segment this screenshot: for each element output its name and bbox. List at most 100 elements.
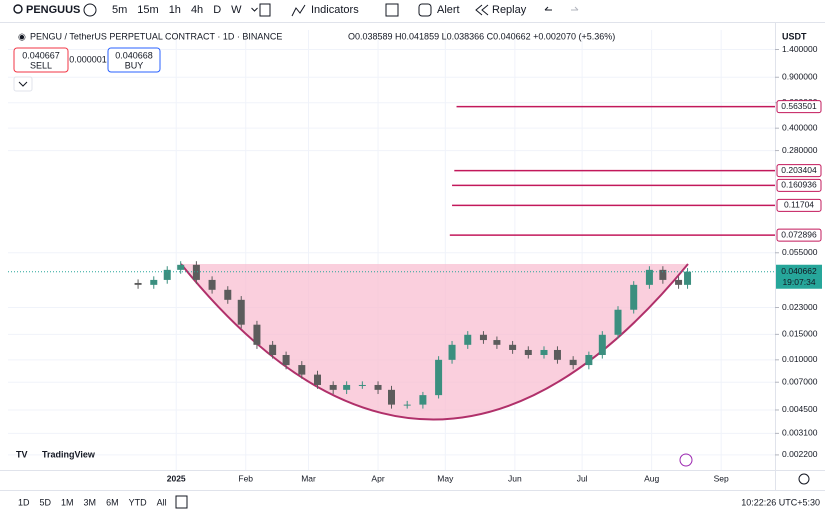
interval-button[interactable]: D: [213, 4, 221, 16]
y-tick-label: 0.002200: [782, 449, 818, 459]
legend-ohlc: O0.038589 H0.041859 L0.038366 C0.040662 …: [348, 31, 615, 41]
level-label: 0.11704: [784, 200, 814, 210]
interval-button[interactable]: W: [231, 4, 242, 16]
alert-button[interactable]: Alert: [437, 4, 460, 16]
buy-label: BUY: [125, 60, 144, 70]
x-tick-label: Apr: [371, 473, 384, 483]
sell-price: 0.040667: [22, 50, 60, 60]
interval-button[interactable]: 1h: [169, 4, 181, 16]
candle-body: [435, 359, 443, 396]
undo-icon[interactable]: [544, 6, 552, 11]
y-tick-label: 1.400000: [782, 44, 818, 54]
last-price-label: 0.040662: [781, 266, 817, 276]
candle-body: [329, 384, 337, 390]
layout-icon[interactable]: [385, 3, 399, 17]
replay-icon[interactable]: [475, 4, 489, 16]
candle-body: [313, 374, 321, 385]
range-button[interactable]: 3M: [84, 497, 97, 507]
top-toolbar: [0, 0, 825, 22]
interval-dropdown[interactable]: [251, 7, 258, 12]
candle-body: [464, 334, 472, 345]
candle-body: [163, 269, 171, 280]
candle-body: [524, 349, 532, 355]
level-tag: [776, 164, 822, 178]
range-button[interactable]: 1D: [18, 497, 30, 507]
candle-body: [540, 349, 548, 355]
alert-icon[interactable]: [418, 3, 432, 17]
candle-body: [659, 269, 667, 280]
candle-body: [598, 334, 606, 355]
candle-body: [479, 334, 487, 341]
candle-body: [269, 344, 277, 355]
y-tick-label: 0.015000: [782, 329, 818, 339]
buy-button[interactable]: [107, 47, 161, 73]
candle-body: [192, 264, 200, 280]
candle-body: [253, 324, 261, 345]
level-tag: [776, 178, 822, 192]
level-tag: [776, 198, 822, 212]
x-tick-label: Aug: [644, 473, 659, 483]
range-button[interactable]: YTD: [129, 497, 148, 507]
chart-type-icon[interactable]: [259, 3, 271, 17]
collapse-button[interactable]: [13, 76, 33, 92]
x-tick-label: May: [437, 473, 454, 483]
y-tick-label: 0.900000: [782, 72, 818, 82]
level-tag: [776, 228, 822, 242]
range-button[interactable]: 1M: [61, 497, 74, 507]
indicators-icon[interactable]: [291, 4, 306, 17]
sell-button[interactable]: [13, 47, 69, 73]
level-label: 0.563501: [781, 101, 817, 111]
y-tick-label: 0.400000: [782, 122, 818, 132]
x-tick-label: Mar: [301, 473, 316, 483]
symbol-logo: ◉: [18, 31, 26, 41]
candle-body: [403, 404, 411, 406]
candle-body: [237, 299, 245, 325]
candle-body: [208, 279, 216, 290]
y-tick-label: 0.010000: [782, 354, 818, 364]
candle-body: [614, 309, 622, 335]
candles: [134, 261, 692, 409]
search-icon[interactable]: [13, 4, 23, 14]
x-tick-label: 2025: [167, 473, 186, 483]
replay-button[interactable]: Replay: [492, 4, 527, 16]
x-tick-label: Jul: [577, 473, 588, 483]
range-button[interactable]: 6M: [106, 497, 119, 507]
y-tick-label: 0.280000: [782, 145, 818, 155]
range-button[interactable]: 5D: [40, 497, 52, 507]
flash-icon[interactable]: [679, 453, 693, 467]
y-tick-label: 0.055000: [782, 247, 818, 257]
interval-group: 5m 15m 1h 4h D W: [112, 4, 258, 16]
settings-icon[interactable]: [798, 473, 810, 485]
candle-body: [493, 340, 501, 345]
cup-arc: [180, 263, 689, 421]
date-range-icon[interactable]: [175, 495, 188, 509]
candle-body: [224, 289, 232, 300]
interval-button[interactable]: 15m: [137, 4, 158, 16]
redo-icon[interactable]: [571, 6, 579, 11]
x-tick-label: Feb: [238, 473, 253, 483]
add-symbol-icon[interactable]: [83, 3, 97, 17]
indicators-button[interactable]: Indicators: [311, 4, 359, 16]
level-label: 0.072896: [781, 229, 817, 239]
candle-body: [343, 384, 351, 390]
candle-body: [684, 271, 692, 285]
y-tick-label: 0.023000: [782, 302, 818, 312]
candle-body: [134, 282, 142, 285]
candle-body: [630, 284, 638, 310]
range-button[interactable]: All: [157, 497, 167, 507]
symbol[interactable]: PENGUUS: [26, 4, 80, 16]
sell-label: SELL: [30, 60, 52, 70]
y-tick-label: 0.004500: [782, 404, 818, 414]
candle-body: [374, 384, 382, 390]
candle-body: [585, 354, 593, 366]
candle-body: [553, 349, 561, 360]
y-tick-label: 0.003100: [782, 428, 818, 438]
interval-button[interactable]: 4h: [191, 4, 203, 16]
levels: 0.563501 0.203404 0.160936 0.11704 0.072896 0…: [8, 100, 822, 289]
x-tick-label: Sep: [714, 473, 729, 483]
candle-body: [448, 344, 456, 360]
interval-button[interactable]: 5m: [112, 4, 127, 16]
candle-body: [675, 279, 683, 285]
